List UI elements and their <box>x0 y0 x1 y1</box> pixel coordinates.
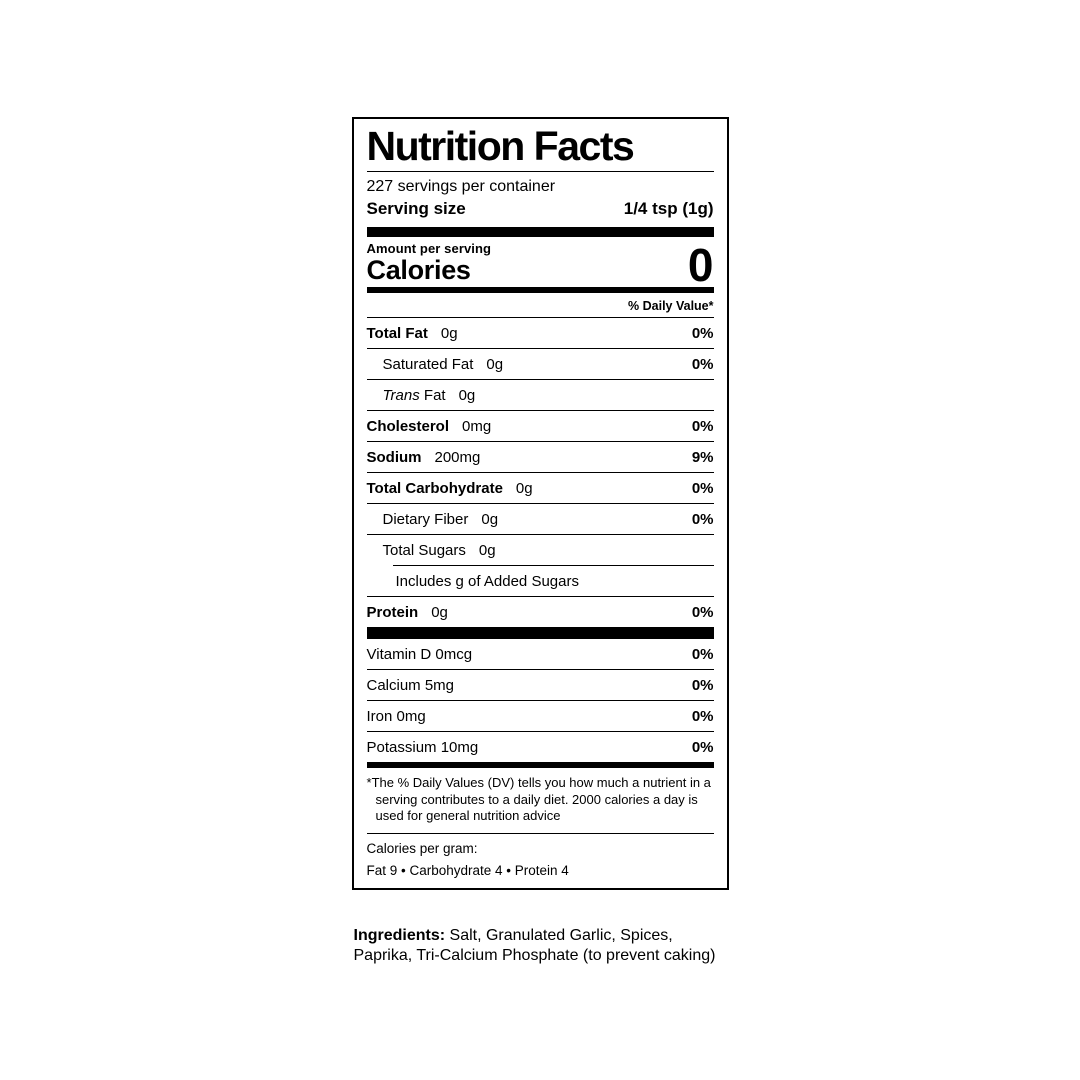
content-column: Nutrition Facts 227 servings per contain… <box>351 0 729 967</box>
row-total-fat: Total Fat 0g 0% <box>366 318 714 349</box>
nutrient-name: Saturated Fat <box>382 355 474 373</box>
nutrient-amount: 0g <box>478 541 496 559</box>
calories-per-gram-label: Calories per gram: <box>366 840 478 856</box>
divider-calories <box>366 286 714 293</box>
vitamin-dv: 0% <box>691 645 714 663</box>
nutrient-dv: 0% <box>691 479 714 497</box>
nutrient-name: Sodium <box>366 448 422 466</box>
daily-value-footnote: *The % Daily Values (DV) tells you how m… <box>366 768 714 834</box>
nutrient-amount: 0mg <box>462 417 492 435</box>
row-iron: Iron 0mg 0% <box>366 701 714 732</box>
nutrient-name: Total Carbohydrate <box>366 479 503 497</box>
nutrient-name: Total Fat <box>366 324 428 342</box>
ingredients-text: Salt, Granulated Garlic, Spices, Paprika… <box>353 926 716 965</box>
vitamin-name: Potassium 10mg <box>366 738 479 756</box>
calories-per-gram-values: Fat 9 • Carbohydrate 4 • Protein 4 <box>366 863 569 879</box>
nutrient-dv: 0% <box>691 603 714 621</box>
calories-value: 0 <box>687 239 714 292</box>
nutrient-name: Trans Fat <box>383 387 446 404</box>
ingredients-paragraph: Ingredients: Salt, Granulated Garlic, Sp… <box>354 926 729 967</box>
label-title: Nutrition Facts <box>366 125 714 172</box>
row-calcium: Calcium 5mg 0% <box>366 670 714 701</box>
amount-per-serving-label: Amount per serving <box>366 241 492 256</box>
nutrient-dv: 0% <box>691 324 714 342</box>
servings-per-container: 227 servings per container <box>366 177 556 195</box>
nutrient-dv: 0% <box>691 355 714 373</box>
row-cholesterol: Cholesterol 0mg 0% <box>366 411 714 442</box>
calories-left: Amount per serving Calories <box>366 241 492 285</box>
trans-italic: Trans <box>382 386 420 404</box>
ingredients-label: Ingredients: <box>353 926 446 944</box>
vitamin-dv: 0% <box>691 676 714 694</box>
row-total-carbohydrate: Total Carbohydrate 0g 0% <box>366 473 714 504</box>
row-trans-fat: Trans Fat 0g <box>366 380 714 411</box>
footnote-text: The % Daily Values (DV) tells you how mu… <box>371 774 711 824</box>
divider-thick-protein <box>366 626 714 639</box>
nutrition-facts-label: Nutrition Facts 227 servings per contain… <box>351 117 729 890</box>
vitamin-dv: 0% <box>691 707 714 725</box>
vitamin-name: Iron 0mg <box>366 707 426 725</box>
serving-size-row: Serving size 1/4 tsp (1g) <box>367 196 714 227</box>
row-sodium: Sodium 200mg 9% <box>366 442 714 473</box>
divider-thick-top <box>366 227 714 237</box>
divider-indented <box>392 564 714 566</box>
nutrient-amount: 0g <box>440 324 458 342</box>
nutrient-amount: 0g <box>515 479 533 497</box>
nutrient-amount: 0g <box>486 355 504 373</box>
serving-size-label: Serving size <box>366 199 466 218</box>
nutrient-dv: 9% <box>691 448 714 466</box>
serving-size-value: 1/4 tsp (1g) <box>623 199 714 218</box>
row-vitamin-d: Vitamin D 0mcg 0% <box>366 639 714 670</box>
nutrient-amount: 0g <box>481 510 499 528</box>
nutrient-amount: 0g <box>431 603 448 621</box>
vitamin-dv: 0% <box>691 738 714 756</box>
divider-minerals <box>366 761 714 768</box>
row-protein: Protein 0g 0% <box>367 597 714 627</box>
nutrient-name: Total Sugars <box>382 541 466 559</box>
nutrient-name: Includes g of Added Sugars <box>395 572 579 590</box>
nutrient-dv: 0% <box>691 510 714 528</box>
vitamin-name: Vitamin D 0mcg <box>366 645 473 663</box>
row-total-sugars: Total Sugars 0g <box>367 535 714 565</box>
vitamin-name: Calcium 5mg <box>366 676 455 694</box>
calories-row: Amount per serving Calories 0 <box>366 237 714 292</box>
row-potassium: Potassium 10mg 0% <box>367 732 714 762</box>
calories-label: Calories <box>366 254 471 285</box>
calories-per-gram: Calories per gram: Fat 9 • Carbohydrate … <box>367 834 714 878</box>
row-saturated-fat: Saturated Fat 0g 0% <box>366 349 714 380</box>
nutrient-name: Cholesterol <box>366 417 450 435</box>
row-dietary-fiber: Dietary Fiber 0g 0% <box>366 504 714 535</box>
row-added-sugars: Includes g of Added Sugars <box>366 566 714 597</box>
daily-value-header: % Daily Value* <box>366 293 714 318</box>
nutrient-name: Dietary Fiber <box>382 510 469 528</box>
nutrient-amount: 0g <box>458 386 476 404</box>
nutrient-dv: 0% <box>691 417 714 435</box>
nutrient-amount: 200mg <box>434 448 481 466</box>
nutrient-name: Protein <box>366 603 419 621</box>
footnote-asterisk: * <box>366 774 372 790</box>
trans-rest: Fat <box>419 386 446 404</box>
